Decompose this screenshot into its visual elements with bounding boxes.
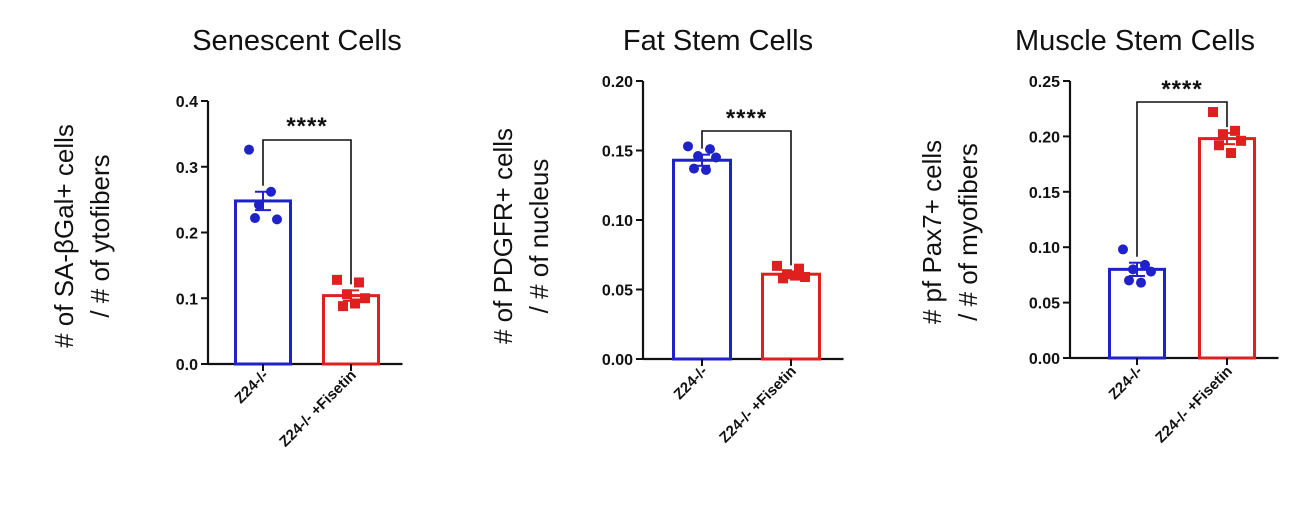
significance-bracket [1136,101,1228,257]
y-axis-label-line1: # of PDGFR+ cells [488,128,518,344]
x-tick-label: Z24-/- [671,363,711,403]
data-point [1226,148,1236,159]
y-tick-label: 0.15 [602,144,633,161]
y-tick-label: 0.10 [1029,240,1060,257]
y-tick-label: 0.3 [176,160,198,177]
x-tick-label: Z24-/- +Fisetin [276,367,360,451]
significance-label: **** [726,105,767,132]
data-point [1136,277,1146,288]
data-point [332,274,342,285]
data-point [790,270,800,281]
panel-title: Muscle Stem Cells [1015,25,1255,57]
data-point [360,293,370,304]
data-point [1140,259,1150,270]
data-point [711,152,721,163]
y-tick-label: 0.05 [602,283,633,300]
data-point [354,277,364,288]
data-point [1230,125,1240,136]
y-tick-label: 0.00 [1029,351,1060,368]
significance-label: **** [286,113,327,140]
data-point [1118,244,1128,255]
y-axis-label-line1: # pf Pax7+ cells [917,140,947,324]
y-tick-label: 0.20 [1029,129,1060,146]
bar [761,272,821,361]
data-point [778,273,788,284]
bar [234,199,292,366]
panel-fat-stem-cells: Fat Stem Cells # of PDGFR+ cells / # of … [488,25,813,344]
data-point [244,144,254,155]
data-point [693,151,703,162]
y-tick-label: 0.20 [602,74,633,91]
y-axis-label-line1: # of SA-βGal+ cells [49,124,79,348]
y-axis-label-line2: / # of ytofibers [85,154,115,317]
y-tick-label: 0.4 [176,94,198,111]
bar [1198,137,1256,360]
y-tick-label: 0.25 [1029,74,1060,91]
plot-area-2: 0.00 0.05 0.10 0.15 0.20 0.25 Z24-/- Z24-/- +Fi… [1029,74,1279,446]
panel-title: Senescent Cells [192,25,402,57]
data-point [1214,140,1224,151]
y-tick-label: 0.15 [1029,185,1060,202]
y-tick-label: 0.05 [1029,296,1060,313]
x-tick-label: Z24-/- [232,367,272,407]
x-tick-label: Z24-/- +Fisetin [716,363,800,447]
plot-area-0: 0.0 0.1 0.2 0.3 0.4 Z24-/- Z24-/- +Fisetin **** [176,94,403,450]
data-point [705,144,715,155]
y-tick-label: 0.10 [602,213,633,230]
data-point [1218,129,1228,140]
x-tick-label: Z24-/- +Fisetin [1152,363,1236,447]
data-point [1146,266,1156,277]
data-point [266,186,276,197]
y-axis-label-line2: / # of nucleus [524,159,554,314]
y-axis-label-line2: / # of myofibers [953,143,983,321]
data-point [1124,275,1134,286]
data-point [250,213,260,224]
data-point [254,199,264,210]
data-point [794,263,804,274]
data-point [701,164,711,175]
data-point [272,214,282,225]
panel-title: Fat Stem Cells [623,25,813,57]
data-point [800,271,810,282]
significance-bracket [701,130,792,266]
data-point [683,141,693,152]
data-point [342,289,352,300]
data-point [772,260,782,271]
data-point [1128,264,1138,275]
x-tick-label: Z24-/- [1106,363,1146,403]
significance-bracket [262,139,352,285]
panel-senescent-cells: Senescent Cells # of SA-βGal+ cells / # … [49,25,402,348]
bar [672,158,732,361]
y-tick-label: 0.0 [176,357,198,374]
panel-muscle-stem-cells: Muscle Stem Cells # pf Pax7+ cells / # o… [917,25,1255,324]
significance-label: **** [1161,76,1202,103]
y-tick-label: 0.00 [602,352,633,369]
data-point [350,298,360,309]
data-point [1236,135,1246,146]
data-point [338,301,348,312]
plot-area-1: 0.00 0.05 0.10 0.15 0.20 Z24-/- Z24-/- +Fiseti… [602,74,844,446]
y-tick-label: 0.1 [176,291,198,308]
data-point [1208,107,1218,118]
data-point [689,163,699,174]
y-tick-label: 0.2 [176,226,198,243]
